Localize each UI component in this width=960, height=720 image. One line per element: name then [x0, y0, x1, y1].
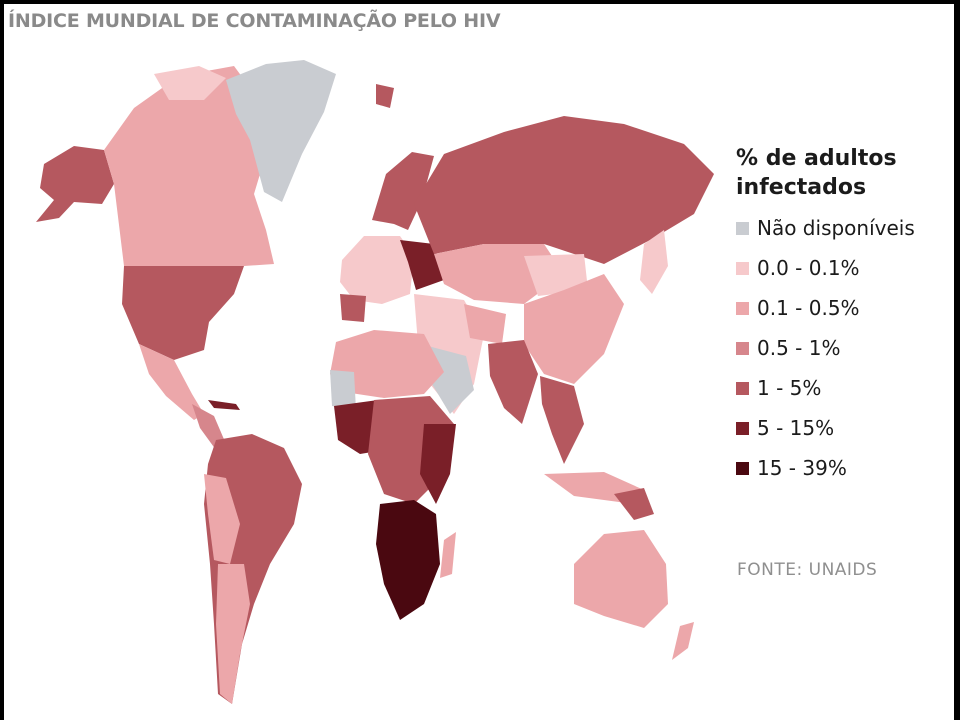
legend-title-line2: infectados [736, 175, 867, 200]
legend: % de adultos infectados Não disponíveis 0… [736, 144, 954, 488]
north-africa-region [330, 330, 444, 398]
new-zealand-region [672, 622, 694, 660]
arabia-region [428, 346, 474, 414]
south-america [204, 434, 302, 704]
africa [330, 330, 456, 620]
legend-item: 15 - 39% [736, 448, 954, 488]
legend-item: Não disponíveis [736, 208, 954, 248]
peru-bolivia-region [204, 474, 240, 564]
uk-region [376, 84, 394, 108]
legend-label: 1 - 5% [757, 376, 822, 400]
australia-region [574, 530, 668, 628]
oceania [574, 530, 694, 660]
legend-swatch [736, 261, 749, 275]
canada-arctic-islands [154, 66, 226, 100]
alaska-region [36, 146, 114, 222]
greenland-region [226, 60, 336, 202]
map-title: ÍNDICE MUNDIAL DE CONTAMINAÇÃO PELO HIV [8, 10, 501, 32]
legend-item: 1 - 5% [736, 368, 954, 408]
legend-label: 15 - 39% [757, 456, 847, 480]
usa-region [122, 266, 244, 360]
scandinavia-region [372, 152, 434, 230]
legend-item: 0.5 - 1% [736, 328, 954, 368]
southern-africa-region [376, 500, 440, 620]
west-sahara-region [330, 370, 356, 410]
legend-swatch [736, 461, 749, 475]
central-america-region [192, 404, 226, 450]
north-america [36, 60, 336, 450]
mexico-region [139, 344, 204, 420]
legend-swatch [736, 421, 749, 435]
legend-label: 0.0 - 0.1% [757, 256, 860, 280]
legend-swatch [736, 341, 749, 355]
canada-region [104, 66, 274, 268]
world-map [36, 60, 714, 704]
southern-cone-region [216, 564, 250, 704]
iberia-region [340, 294, 366, 322]
iran-region [464, 304, 506, 344]
source-note: FONTE: UNAIDS [737, 560, 878, 580]
east-africa-region [420, 424, 456, 504]
caribbean-region [208, 400, 240, 410]
legend-item: 5 - 15% [736, 408, 954, 448]
legend-label: Não disponíveis [757, 216, 915, 240]
japan-region [640, 230, 668, 294]
india-region [488, 340, 538, 424]
china-region [524, 274, 624, 384]
madagascar-region [440, 532, 456, 578]
mongolia-region [524, 254, 588, 296]
legend-swatch [736, 301, 749, 315]
legend-title-line1: % de adultos [736, 146, 897, 171]
legend-item: 0.0 - 0.1% [736, 248, 954, 288]
europe [340, 84, 444, 322]
papua-region [614, 488, 654, 520]
legend-swatch [736, 381, 749, 395]
map-figure: ÍNDICE MUNDIAL DE CONTAMINAÇÃO PELO HIV [4, 4, 954, 720]
asia [414, 116, 714, 520]
legend-label: 0.5 - 1% [757, 336, 841, 360]
legend-label: 0.1 - 0.5% [757, 296, 860, 320]
russia-region [414, 116, 714, 264]
eastern-europe-region [400, 240, 444, 290]
western-europe-region [340, 236, 414, 304]
legend-item: 0.1 - 0.5% [736, 288, 954, 328]
legend-swatch [736, 221, 749, 235]
legend-label: 5 - 15% [757, 416, 835, 440]
southeast-asia-region [540, 376, 584, 464]
